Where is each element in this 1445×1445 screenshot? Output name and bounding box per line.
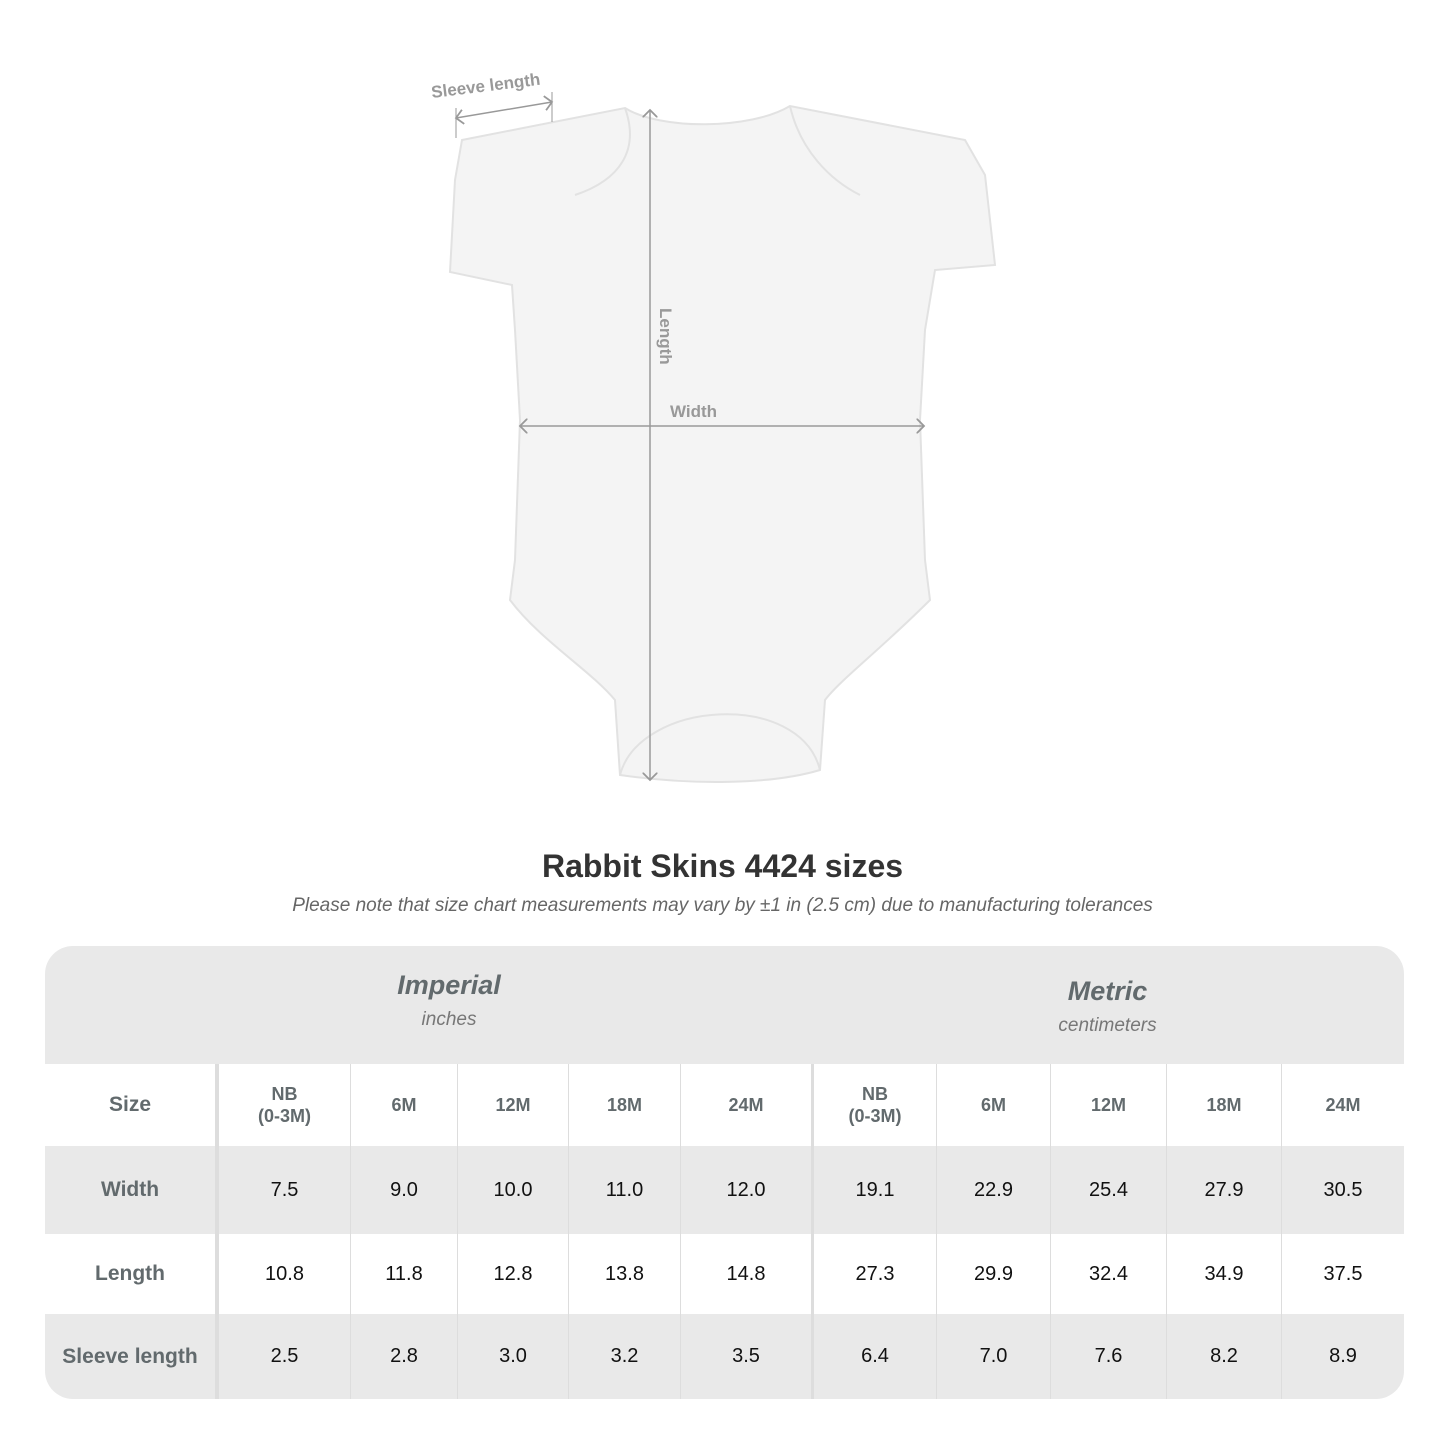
table-cell: 12.0 <box>680 1146 811 1234</box>
imperial-header: Imperial inches <box>218 970 680 1031</box>
row-label: Width <box>45 1146 218 1234</box>
table-cell: 13.8 <box>568 1234 680 1314</box>
size-header-cell: NB (0-3M) <box>811 1064 936 1146</box>
table-cell: 29.9 <box>936 1234 1050 1314</box>
table-row: Size NB (0-3M) 6M 12M 18M 24M NB (0-3M) 6M 12M 18… <box>45 1064 1404 1146</box>
table-cell: 7.5 <box>218 1146 350 1234</box>
table-cell: 12.8 <box>457 1234 568 1314</box>
table-cell: 2.5 <box>218 1314 350 1399</box>
row-label: Length <box>45 1234 218 1314</box>
table-cell: 3.2 <box>568 1314 680 1399</box>
size-header-cell: 18M <box>1166 1064 1281 1146</box>
chart-title: Rabbit Skins 4424 sizes <box>541 848 904 884</box>
table-cell: 7.6 <box>1050 1314 1166 1399</box>
table-cell: 27.9 <box>1166 1146 1281 1234</box>
table-header: Imperial inches Metric centimeters <box>45 946 1404 1064</box>
onesie-shape <box>448 104 997 783</box>
sleeve-measure-line <box>456 102 552 118</box>
table-row: Sleeve length 2.5 2.8 3.0 3.2 3.5 6.4 7.0 7.6 8.2… <box>45 1314 1404 1399</box>
imperial-title: Imperial <box>397 970 501 1000</box>
table-cell: 34.9 <box>1166 1234 1281 1314</box>
table-cell: 3.5 <box>680 1314 811 1399</box>
table-cell: 22.9 <box>936 1146 1050 1234</box>
metric-unit: centimeters <box>1058 1015 1157 1036</box>
row-label: Size <box>45 1064 218 1146</box>
metric-header: Metric centimeters <box>811 976 1404 1037</box>
table-row: Width 7.5 9.0 10.0 11.0 12.0 19.1 22.9 25.4 27.9 3… <box>45 1146 1404 1234</box>
size-header-cell: 12M <box>1050 1064 1166 1146</box>
table-cell: 8.9 <box>1281 1314 1404 1399</box>
table-cell: 32.4 <box>1050 1234 1166 1314</box>
table-cell: 9.0 <box>350 1146 457 1234</box>
table-cell: 2.8 <box>350 1314 457 1399</box>
size-header-cell: 24M <box>680 1064 811 1146</box>
onesie-diagram: Sleeve length Length Width <box>430 70 997 783</box>
size-header-cell: 18M <box>568 1064 680 1146</box>
table-cell: 7.0 <box>936 1314 1050 1399</box>
table-cell: 27.3 <box>811 1234 936 1314</box>
size-header-cell: 24M <box>1281 1064 1404 1146</box>
table-cell: 6.4 <box>811 1314 936 1399</box>
size-header-cell: 12M <box>457 1064 568 1146</box>
table-cell: 30.5 <box>1281 1146 1404 1234</box>
size-header-cell: 6M <box>350 1064 457 1146</box>
chart-subtitle: Please note that size chart measurements… <box>292 895 1153 916</box>
width-label: Width <box>670 402 717 421</box>
size-header-cell: NB (0-3M) <box>218 1064 350 1146</box>
imperial-unit: inches <box>421 1009 477 1030</box>
table-cell: 19.1 <box>811 1146 936 1234</box>
length-label: Length <box>656 308 675 365</box>
sleeve-length-label: Sleeve length <box>430 70 541 102</box>
size-table: Imperial inches Metric centimeters Size N… <box>45 946 1404 1399</box>
table-cell: 8.2 <box>1166 1314 1281 1399</box>
table-cell: 3.0 <box>457 1314 568 1399</box>
metric-title: Metric <box>1067 976 1148 1006</box>
table-cell: 14.8 <box>680 1234 811 1314</box>
table-row: Length 10.8 11.8 12.8 13.8 14.8 27.3 29.9 32.4 34… <box>45 1234 1404 1314</box>
table-cell: 11.8 <box>350 1234 457 1314</box>
table-cell: 25.4 <box>1050 1146 1166 1234</box>
table-cell: 10.8 <box>218 1234 350 1314</box>
table-cell: 37.5 <box>1281 1234 1404 1314</box>
row-label: Sleeve length <box>45 1314 218 1399</box>
table-cell: 10.0 <box>457 1146 568 1234</box>
size-header-cell: 6M <box>936 1064 1050 1146</box>
table-cell: 11.0 <box>568 1146 680 1234</box>
